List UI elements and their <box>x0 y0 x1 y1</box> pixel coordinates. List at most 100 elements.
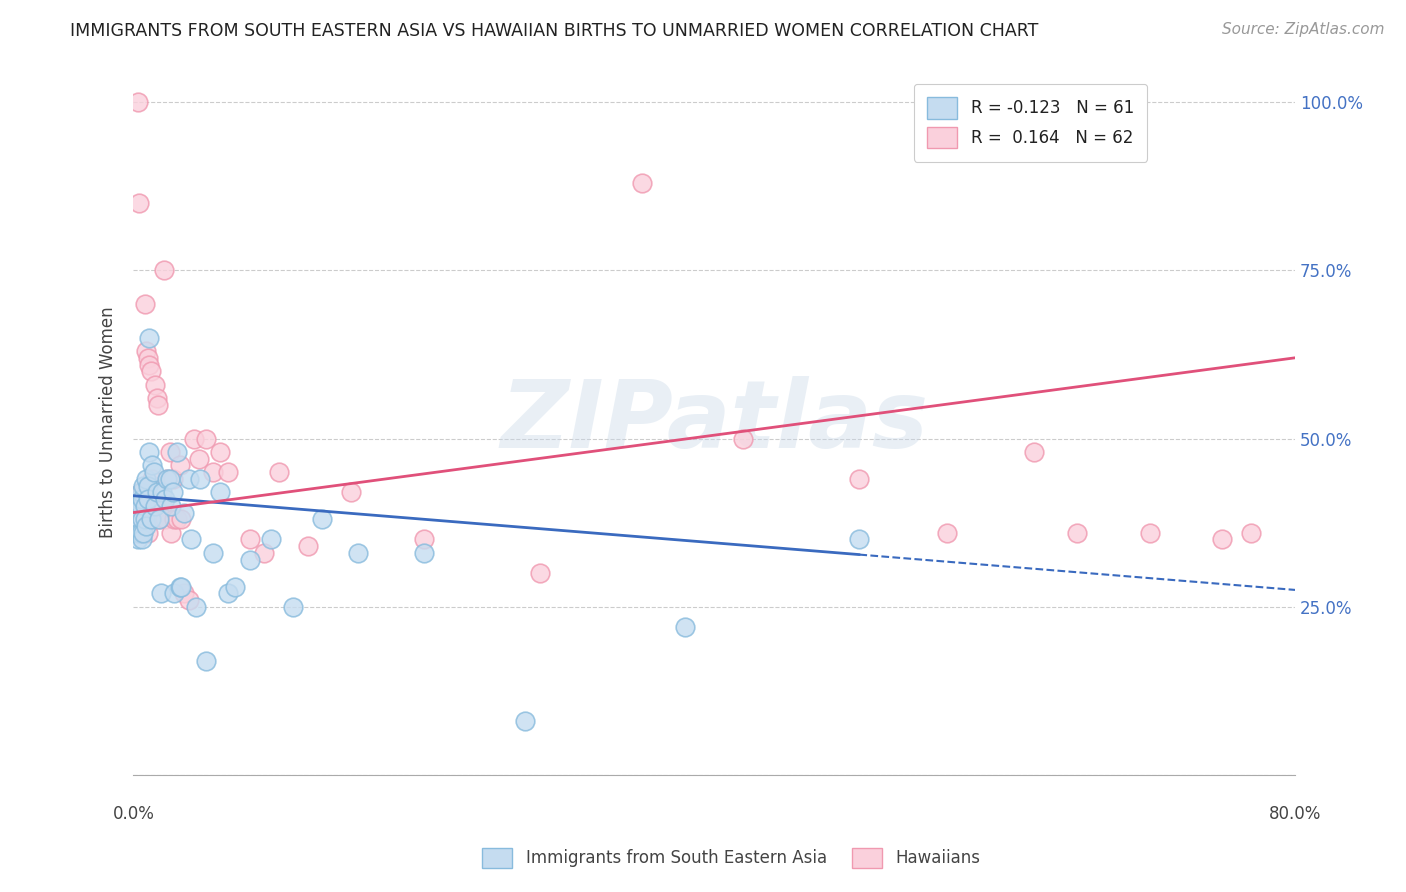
Point <box>160 525 183 540</box>
Point <box>166 512 188 526</box>
Point <box>297 539 319 553</box>
Point <box>162 485 184 500</box>
Point <box>124 512 146 526</box>
Point <box>145 391 167 405</box>
Point <box>188 472 211 486</box>
Point <box>311 512 333 526</box>
Point <box>159 445 181 459</box>
Point <box>143 499 166 513</box>
Point <box>138 445 160 459</box>
Point <box>156 472 179 486</box>
Point <box>141 458 163 473</box>
Point <box>127 533 149 547</box>
Point <box>131 525 153 540</box>
Point <box>146 398 169 412</box>
Y-axis label: Births to Unmarried Women: Births to Unmarried Women <box>100 306 117 538</box>
Point <box>340 485 363 500</box>
Point <box>153 263 176 277</box>
Point <box>129 499 152 513</box>
Point <box>129 499 152 513</box>
Point <box>194 432 217 446</box>
Point <box>134 499 156 513</box>
Point <box>136 492 159 507</box>
Point <box>173 506 195 520</box>
Point <box>125 525 148 540</box>
Point <box>630 176 652 190</box>
Point <box>935 525 957 540</box>
Point <box>155 492 177 507</box>
Point <box>125 499 148 513</box>
Point <box>127 525 149 540</box>
Point <box>134 297 156 311</box>
Point <box>267 465 290 479</box>
Point <box>135 512 157 526</box>
Text: 80.0%: 80.0% <box>1268 805 1322 823</box>
Point <box>136 351 159 365</box>
Point <box>132 512 155 526</box>
Point <box>180 533 202 547</box>
Point <box>217 586 239 600</box>
Point <box>131 492 153 507</box>
Point <box>170 512 193 526</box>
Point <box>202 546 225 560</box>
Point <box>128 525 150 540</box>
Point <box>177 472 200 486</box>
Point <box>125 499 148 513</box>
Point <box>209 445 232 459</box>
Point <box>142 465 165 479</box>
Legend: Immigrants from South Eastern Asia, Hawaiians: Immigrants from South Eastern Asia, Hawa… <box>475 841 987 875</box>
Point <box>128 492 150 507</box>
Point <box>224 580 246 594</box>
Point <box>163 586 186 600</box>
Point <box>183 432 205 446</box>
Point <box>848 533 870 547</box>
Point <box>238 533 260 547</box>
Point <box>135 472 157 486</box>
Point <box>1240 525 1263 540</box>
Point <box>260 533 283 547</box>
Point <box>128 512 150 526</box>
Point <box>1022 445 1045 459</box>
Point <box>142 512 165 526</box>
Point <box>412 546 434 560</box>
Text: IMMIGRANTS FROM SOUTH EASTERN ASIA VS HAWAIIAN BIRTHS TO UNMARRIED WOMEN CORRELA: IMMIGRANTS FROM SOUTH EASTERN ASIA VS HA… <box>70 22 1039 40</box>
Point <box>134 492 156 507</box>
Point <box>162 472 184 486</box>
Point <box>127 95 149 110</box>
Point <box>169 580 191 594</box>
Point <box>1211 533 1233 547</box>
Point <box>129 525 152 540</box>
Point <box>141 472 163 486</box>
Point <box>134 512 156 526</box>
Point <box>173 586 195 600</box>
Point <box>1066 525 1088 540</box>
Point <box>143 377 166 392</box>
Point <box>139 512 162 526</box>
Point <box>529 566 551 580</box>
Point <box>148 512 170 526</box>
Point <box>202 465 225 479</box>
Text: Source: ZipAtlas.com: Source: ZipAtlas.com <box>1222 22 1385 37</box>
Point <box>138 331 160 345</box>
Point <box>129 485 152 500</box>
Point <box>177 593 200 607</box>
Point <box>166 445 188 459</box>
Point <box>673 620 696 634</box>
Point <box>160 499 183 513</box>
Point <box>209 485 232 500</box>
Legend: R = -0.123   N = 61, R =  0.164   N = 62: R = -0.123 N = 61, R = 0.164 N = 62 <box>914 84 1147 161</box>
Point <box>135 519 157 533</box>
Point <box>127 519 149 533</box>
Point <box>217 465 239 479</box>
Point <box>184 599 207 614</box>
Point <box>412 533 434 547</box>
Point <box>187 451 209 466</box>
Point <box>132 478 155 492</box>
Point <box>139 364 162 378</box>
Point <box>148 512 170 526</box>
Point <box>281 599 304 614</box>
Point <box>170 580 193 594</box>
Point <box>131 512 153 526</box>
Point <box>149 586 172 600</box>
Point <box>131 533 153 547</box>
